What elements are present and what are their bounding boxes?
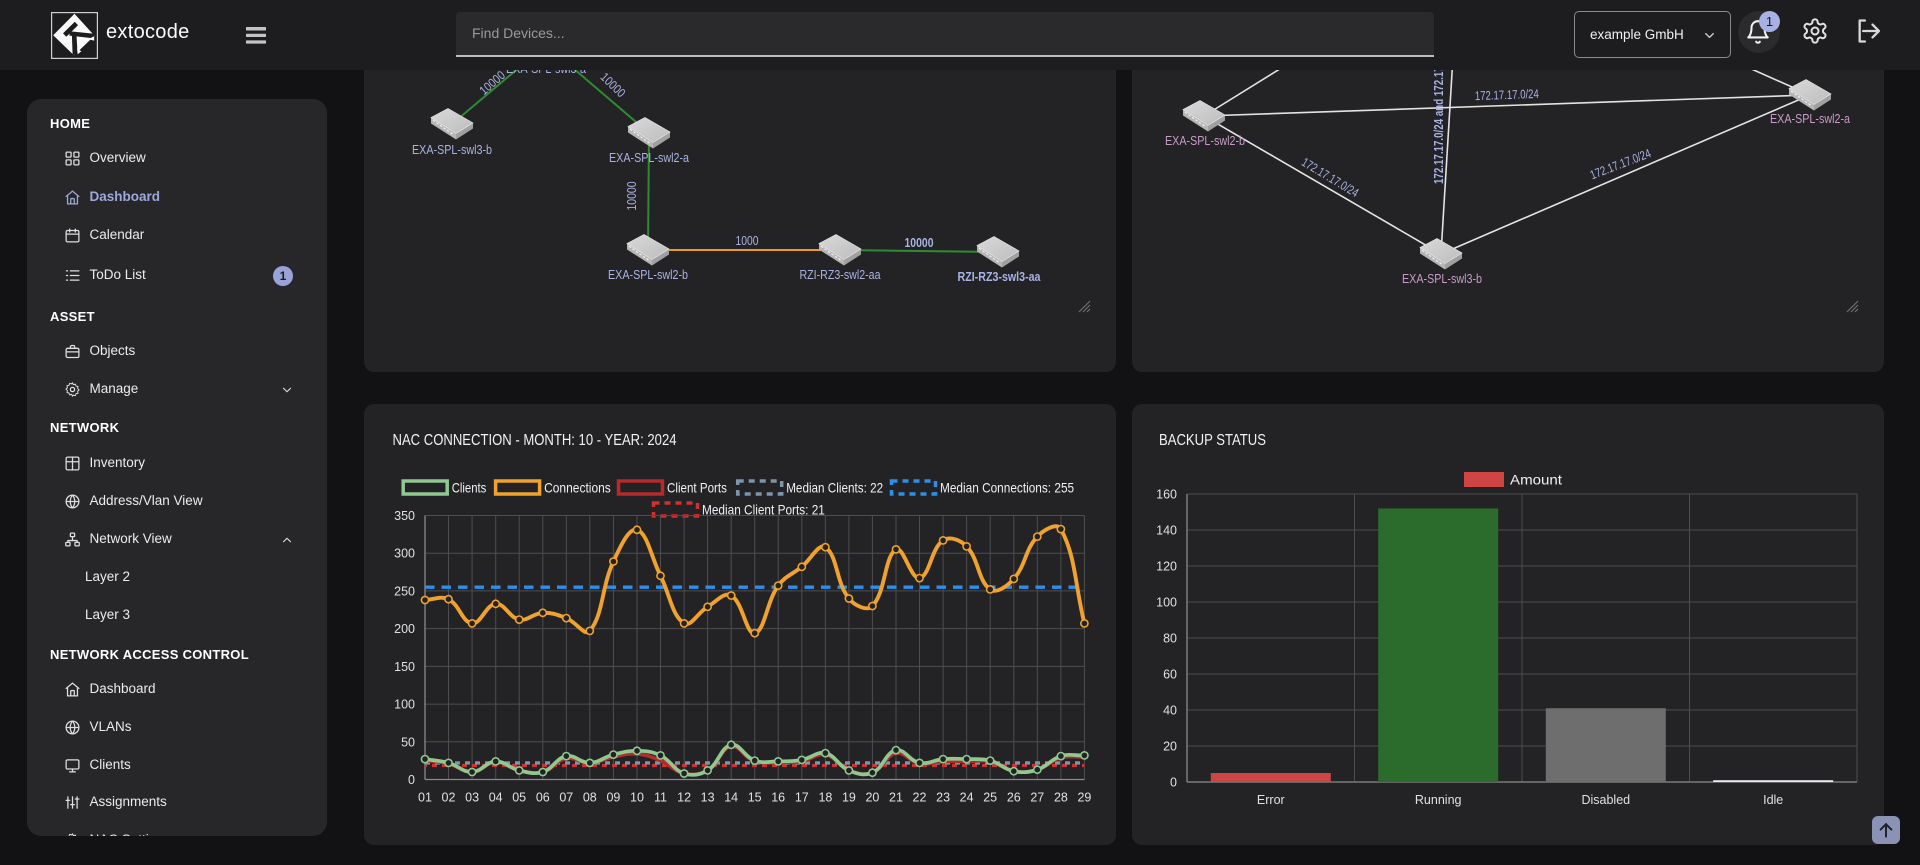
svg-text:150: 150 xyxy=(394,660,415,674)
svg-text:10000: 10000 xyxy=(477,68,508,98)
svg-text:EXA-SPL-swl2-a: EXA-SPL-swl2-a xyxy=(1770,112,1850,126)
svg-text:Running: Running xyxy=(1415,793,1462,807)
svg-text:13: 13 xyxy=(701,791,715,805)
svg-text:60: 60 xyxy=(1163,668,1177,682)
svg-text:Median Client Ports: 21: Median Client Ports: 21 xyxy=(702,502,825,518)
svg-text:22: 22 xyxy=(913,791,927,805)
svg-text:RZI-RZ3-swl2-aa: RZI-RZ3-swl2-aa xyxy=(800,268,881,282)
svg-text:02: 02 xyxy=(442,791,456,805)
svg-text:120: 120 xyxy=(1156,560,1177,574)
svg-text:EXA-SPL-swl3-b: EXA-SPL-swl3-b xyxy=(412,143,492,157)
svg-text:25: 25 xyxy=(983,791,997,805)
svg-text:08: 08 xyxy=(583,791,597,805)
svg-text:100: 100 xyxy=(1156,596,1177,610)
svg-text:19: 19 xyxy=(842,791,856,805)
svg-text:04: 04 xyxy=(489,791,503,805)
svg-text:EXA-SPL-swl2-b: EXA-SPL-swl2-b xyxy=(1165,134,1245,148)
svg-text:Median Clients: 22: Median Clients: 22 xyxy=(786,480,883,496)
svg-text:24: 24 xyxy=(960,791,974,805)
svg-text:100: 100 xyxy=(394,698,415,712)
svg-text:EXA-SPL-swl2-a: EXA-SPL-swl2-a xyxy=(609,151,689,165)
svg-text:14: 14 xyxy=(724,791,738,805)
svg-text:27: 27 xyxy=(1030,791,1044,805)
svg-text:10000: 10000 xyxy=(625,181,639,210)
svg-text:200: 200 xyxy=(394,622,415,636)
svg-text:Error: Error xyxy=(1257,793,1285,807)
svg-text:0: 0 xyxy=(1170,776,1177,790)
svg-text:06: 06 xyxy=(536,791,550,805)
svg-text:07: 07 xyxy=(559,791,573,805)
svg-text:11: 11 xyxy=(654,791,667,805)
svg-text:Amount: Amount xyxy=(1510,472,1562,488)
svg-text:18: 18 xyxy=(818,791,832,805)
svg-text:RZI-RZ3-swl3-aa: RZI-RZ3-swl3-aa xyxy=(958,270,1042,284)
svg-text:140: 140 xyxy=(1156,524,1177,538)
svg-text:26: 26 xyxy=(1007,791,1021,805)
svg-text:15: 15 xyxy=(748,791,762,805)
svg-text:1000: 1000 xyxy=(736,234,759,248)
svg-text:40: 40 xyxy=(1163,704,1177,718)
svg-text:EXA-SPL-swl2-b: EXA-SPL-swl2-b xyxy=(608,268,688,282)
svg-text:Clients: Clients xyxy=(452,480,487,496)
svg-text:Idle: Idle xyxy=(1763,793,1783,807)
svg-text:21: 21 xyxy=(889,791,903,805)
svg-text:12: 12 xyxy=(677,791,691,805)
svg-text:0: 0 xyxy=(408,773,415,787)
svg-text:17: 17 xyxy=(795,791,809,805)
svg-text:80: 80 xyxy=(1163,632,1177,646)
svg-text:250: 250 xyxy=(394,584,415,598)
svg-text:29: 29 xyxy=(1077,791,1091,805)
svg-text:Connections: Connections xyxy=(544,480,611,496)
svg-text:350: 350 xyxy=(394,509,415,523)
svg-text:05: 05 xyxy=(512,791,526,805)
svg-text:300: 300 xyxy=(394,547,415,561)
svg-text:160: 160 xyxy=(1156,488,1177,502)
svg-text:09: 09 xyxy=(606,791,620,805)
svg-text:16: 16 xyxy=(771,791,785,805)
svg-text:Client Ports: Client Ports xyxy=(667,480,727,496)
svg-text:172.17.17.0/24: 172.17.17.0/24 xyxy=(1475,87,1539,103)
svg-text:28: 28 xyxy=(1054,791,1068,805)
svg-text:03: 03 xyxy=(465,791,479,805)
svg-text:BACKUP STATUS: BACKUP STATUS xyxy=(1159,432,1266,449)
svg-text:20: 20 xyxy=(865,791,879,805)
svg-text:Median Connections: 255: Median Connections: 255 xyxy=(940,480,1074,496)
svg-text:Disabled: Disabled xyxy=(1581,793,1630,807)
svg-text:20: 20 xyxy=(1163,740,1177,754)
svg-text:10000: 10000 xyxy=(905,236,934,250)
svg-text:23: 23 xyxy=(936,791,950,805)
svg-text:01: 01 xyxy=(418,791,432,805)
svg-text:10: 10 xyxy=(630,791,644,805)
svg-text:50: 50 xyxy=(401,735,415,749)
svg-text:10000: 10000 xyxy=(597,70,628,100)
svg-text:NAC CONNECTION - MONTH: 10 - Y: NAC CONNECTION - MONTH: 10 - YEAR: 2024 xyxy=(393,432,677,449)
svg-text:EXA-SPL-swl3-b: EXA-SPL-swl3-b xyxy=(1402,272,1482,286)
